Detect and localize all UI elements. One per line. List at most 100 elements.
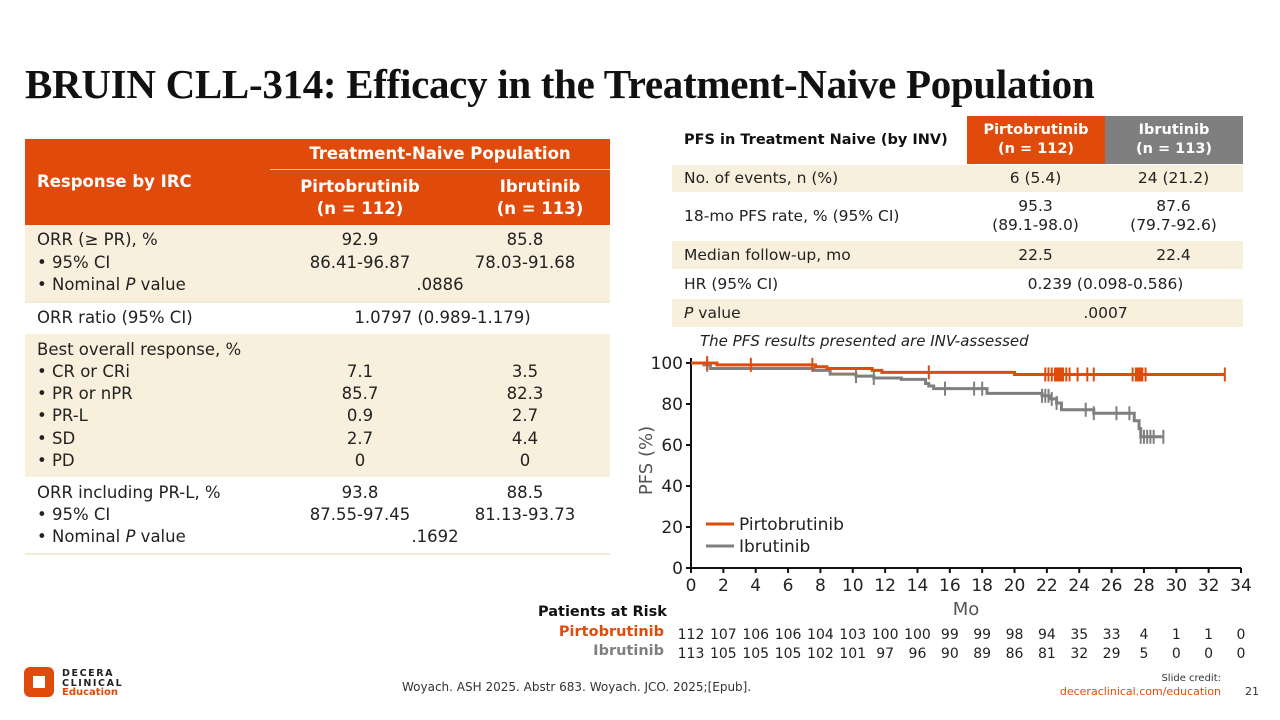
value-main: 87.6 — [1156, 197, 1191, 215]
cell-value: 0 — [354, 451, 366, 470]
km-curve-ibrutinib — [691, 361, 1164, 439]
cell-value: 92.9 — [341, 230, 379, 249]
cell-value: 6 (5.4) — [1009, 169, 1062, 187]
row-label: 18-mo PFS rate, % (95% CI) — [684, 207, 900, 225]
col-n: (n = 113) — [1135, 141, 1213, 157]
risk-value: 102 — [807, 646, 834, 662]
risk-value: 1 — [1172, 627, 1181, 643]
value-main: 95.3 — [1018, 197, 1053, 215]
km-curve-pirtobrutinib — [691, 361, 1225, 376]
x-tick-label: 32 — [1198, 576, 1220, 596]
header-col-ibrutinib: Ibrutinib (n = 113) — [1105, 116, 1243, 164]
label-italic: P — [125, 275, 136, 294]
cell-value: 4.4 — [511, 429, 539, 448]
col-n: (n = 113) — [496, 199, 584, 218]
row-label: • 95% CI — [37, 253, 111, 272]
cell-merged: .1692 — [411, 527, 459, 546]
cell-value: 85.8 — [506, 230, 544, 249]
risk-value: 0 — [1172, 646, 1181, 662]
risk-value: 113 — [678, 646, 705, 662]
row-label: • PR or nPR — [37, 384, 133, 403]
row-label: P value — [684, 304, 741, 322]
cell-value: 24 (21.2) — [1137, 169, 1210, 187]
y-tick-label: 100 — [651, 354, 683, 374]
col-name: Pirtobrutinib — [983, 122, 1089, 138]
x-tick-label: 34 — [1230, 576, 1252, 596]
risk-value: 86 — [1006, 646, 1024, 662]
cell-value: 22.4 — [1156, 246, 1191, 264]
x-tick-label: 12 — [874, 576, 896, 596]
risk-value: 4 — [1139, 627, 1148, 643]
cell-merged: .0886 — [416, 275, 464, 294]
header-response-by-irc: Response by IRC — [37, 172, 192, 191]
header-col-pirtobrutinib: Pirtobrutinib (n = 112) — [270, 176, 450, 220]
credit-link[interactable]: deceraclinical.com/education — [1059, 685, 1221, 698]
row-label: HR (95% CI) — [684, 275, 779, 293]
cell-value: 82.3 — [506, 384, 544, 403]
cell-value: 85.7 — [341, 384, 379, 403]
row-label: • PD — [37, 451, 75, 470]
label-italic: P — [684, 304, 694, 322]
row-label: Best overall response, % — [37, 340, 242, 359]
label-text: value — [135, 527, 186, 546]
cell-value: 0.9 — [346, 406, 374, 425]
cell-value: 22.5 — [1018, 246, 1053, 264]
section-orr — [25, 225, 610, 301]
cell-value: 81.13-93.73 — [474, 505, 576, 524]
legend-label-pirtobrutinib: Pirtobrutinib — [739, 515, 844, 535]
cell-merged: 1.0797 (0.989-1.179) — [354, 308, 531, 327]
legend-label-ibrutinib: Ibrutinib — [739, 537, 810, 557]
risk-value: 0 — [1237, 627, 1246, 643]
header-divider — [270, 169, 610, 170]
cell-value: 86.41-96.87 — [309, 253, 411, 272]
x-tick-label: 26 — [1101, 576, 1123, 596]
cell-value: 88.5 — [506, 483, 544, 502]
x-axis-label: Mo — [953, 599, 980, 620]
y-tick-label: 60 — [661, 436, 683, 456]
x-tick-label: 20 — [1004, 576, 1026, 596]
logo-line1: DECERA — [62, 668, 115, 679]
risk-value: 33 — [1103, 627, 1121, 643]
response-table-header — [25, 139, 610, 225]
row-label: Median follow-up, mo — [684, 246, 851, 264]
y-tick-label: 80 — [661, 395, 683, 415]
label-text: • Nominal — [37, 275, 126, 294]
risk-value: 100 — [904, 627, 931, 643]
risk-value: 29 — [1103, 646, 1121, 662]
row-label: No. of events, n (%) — [684, 169, 839, 187]
series-pirtobrutinib — [691, 356, 1226, 382]
x-tick-label: 18 — [971, 576, 993, 596]
risk-value: 104 — [807, 627, 834, 643]
row-label: ORR ratio (95% CI) — [37, 308, 193, 327]
y-tick-label: 40 — [661, 477, 683, 497]
x-tick-label: 2 — [718, 576, 729, 596]
risk-value: 106 — [742, 627, 769, 643]
risk-value: 106 — [775, 627, 802, 643]
cell-value: 78.03-91.68 — [474, 253, 576, 272]
row-label: • SD — [37, 429, 76, 448]
risk-table-title: Patients at Risk — [538, 604, 667, 620]
risk-value: 32 — [1070, 646, 1088, 662]
row-divider — [25, 301, 610, 303]
row-label: • Nominal P value — [37, 275, 186, 294]
value-ci: (89.1-98.0) — [992, 216, 1079, 234]
risk-value: 101 — [839, 646, 866, 662]
risk-value: 5 — [1139, 646, 1148, 662]
row-label: ORR (≥ PR), % — [37, 230, 158, 249]
x-tick-label: 22 — [1036, 576, 1058, 596]
cell-value: 0 — [519, 451, 531, 470]
label-italic: P — [125, 527, 136, 546]
risk-value: 90 — [941, 646, 959, 662]
risk-value: 105 — [742, 646, 769, 662]
risk-value: 105 — [775, 646, 802, 662]
cell-value: 3.5 — [511, 362, 539, 381]
col-name: Pirtobrutinib — [300, 177, 420, 196]
x-tick-label: 30 — [1165, 576, 1187, 596]
risk-label-ibrutinib: Ibrutinib — [593, 643, 664, 659]
pfs-row-followup — [672, 241, 1243, 269]
x-tick-label: 8 — [815, 576, 826, 596]
series-ibrutinib — [691, 357, 1165, 444]
cell-value: 87.55-97.45 — [309, 505, 411, 524]
pfs-row-pvalue — [672, 299, 1243, 327]
risk-value: 94 — [1038, 627, 1056, 643]
